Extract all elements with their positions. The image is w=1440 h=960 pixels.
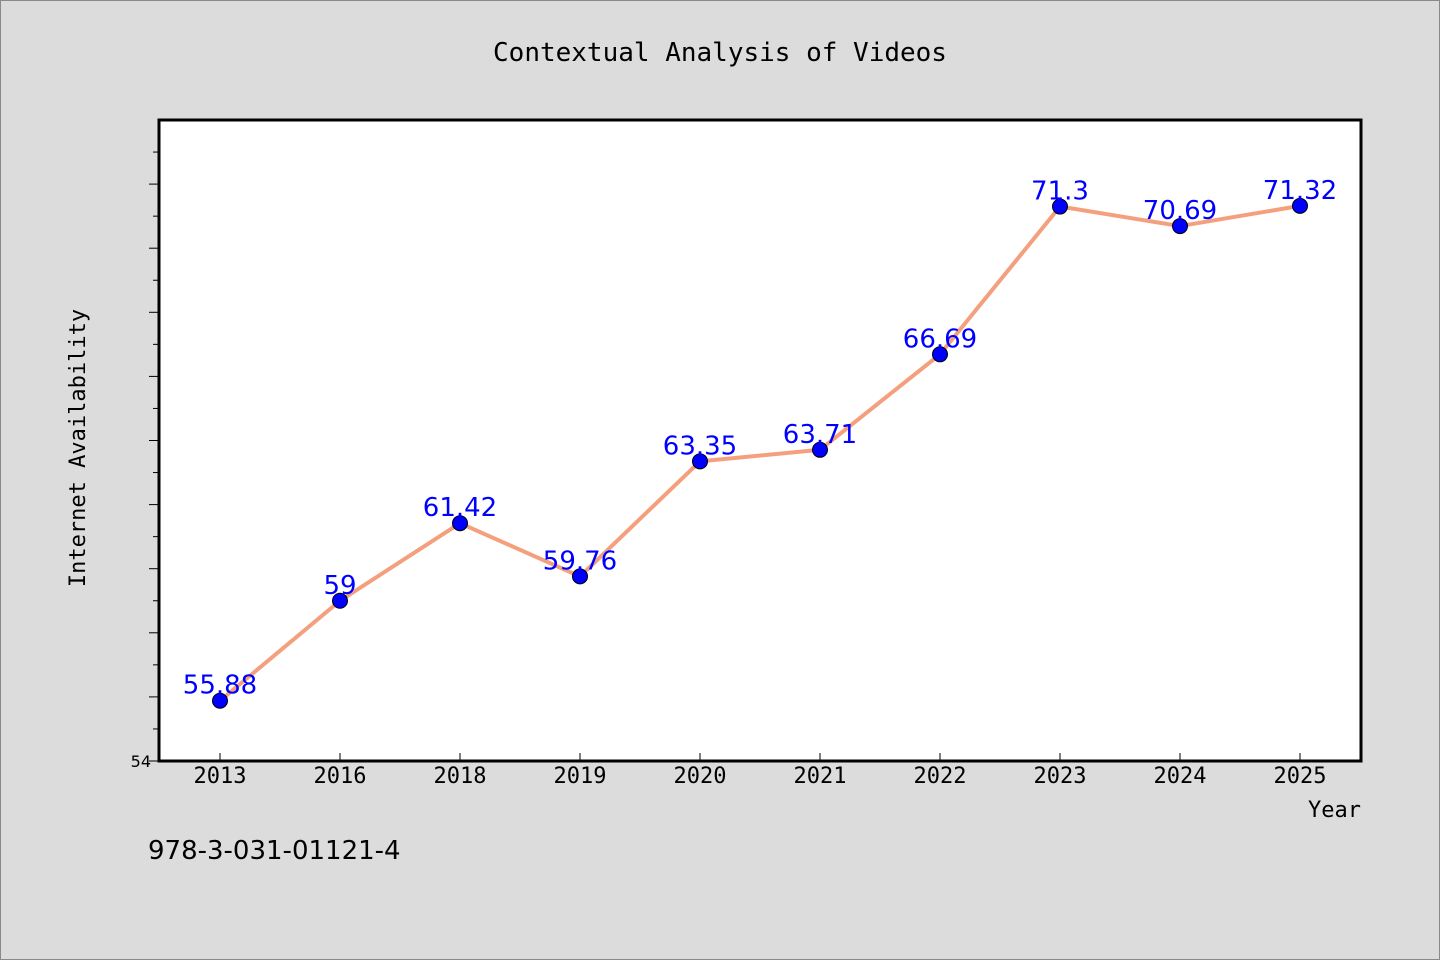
data-label: 71.32 (1263, 176, 1337, 206)
data-point (1052, 198, 1068, 215)
x-tick-label: 2019 (554, 764, 607, 789)
data-point (1172, 218, 1188, 235)
data-point (212, 692, 228, 709)
data-point (692, 453, 708, 470)
series-line (218, 203, 1301, 703)
data-point (572, 568, 588, 585)
x-tick-label: 2018 (434, 764, 487, 789)
x-axis-ticks: 2013 2016 2018 2019 2020 2021 2022 2023 2024 2025 (194, 753, 1327, 789)
data-label: 63.35 (663, 431, 737, 461)
data-point (812, 441, 828, 458)
x-tick-label: 2013 (194, 764, 247, 789)
data-point (332, 592, 348, 609)
data-point (932, 346, 948, 363)
data-point (452, 515, 468, 532)
x-tick-label: 2025 (1274, 764, 1327, 789)
data-label: 59 (323, 571, 356, 601)
data-label: 71.3 (1031, 177, 1089, 207)
x-tick-label: 2023 (1034, 764, 1087, 789)
data-label: 66.69 (903, 324, 977, 354)
series-layer: 55.88 59 61.42 59.76 63.35 63.71 66.69 71.3 70.6… (183, 176, 1337, 709)
x-tick-label: 2021 (794, 764, 847, 789)
isbn-text: 978-3-031-01121-4 (148, 836, 401, 866)
x-tick-label: 2016 (314, 764, 367, 789)
x-axis-title: Year (1308, 798, 1361, 823)
data-label: 63.71 (783, 420, 857, 450)
data-point (1292, 197, 1308, 214)
y-tick-label: 54 (131, 752, 151, 771)
chart-title: Contextual Analysis of Videos (493, 38, 947, 68)
y-axis-ticks: 54 (131, 151, 159, 771)
x-tick-label: 2024 (1154, 764, 1207, 789)
x-tick-label: 2020 (674, 764, 727, 789)
data-label: 55.88 (183, 671, 257, 701)
data-label: 61.42 (423, 493, 497, 523)
plot-area (157, 118, 1363, 763)
x-tick-label: 2022 (914, 764, 967, 789)
data-label: 70.69 (1143, 196, 1217, 226)
y-axis-title: Internet Availability (66, 309, 91, 587)
data-label: 59.76 (543, 546, 617, 576)
